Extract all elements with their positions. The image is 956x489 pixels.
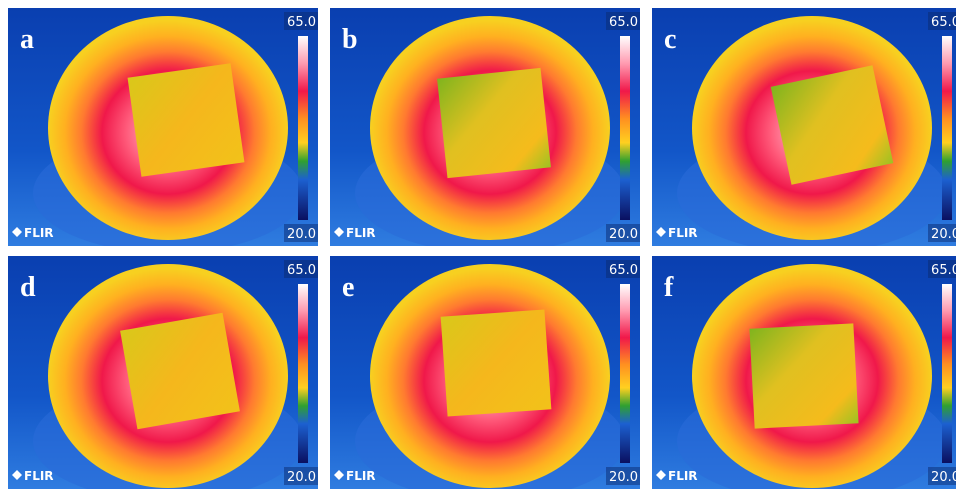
logo: FLIR: [346, 469, 376, 483]
scale-max: 65.0: [287, 15, 316, 30]
color-scale: [620, 36, 630, 220]
sample: [128, 63, 245, 177]
scale-min: 20.0: [931, 227, 956, 242]
scale-max: 65.0: [609, 263, 638, 278]
sample: [749, 323, 858, 428]
thermal-image: e 65.0 20.0 FLIR: [330, 256, 640, 489]
logo: FLIR: [668, 226, 698, 240]
color-scale: [942, 284, 952, 463]
scale-min: 20.0: [931, 470, 956, 485]
sample: [441, 309, 552, 416]
scale-min: 20.0: [609, 470, 638, 485]
scale-max: 65.0: [931, 263, 956, 278]
sample: [437, 68, 551, 178]
panel-label: d: [20, 272, 36, 303]
panel-label: e: [342, 272, 354, 303]
logo: FLIR: [668, 469, 698, 483]
thermal-image: b 65.0 20.0 FLIR: [330, 8, 640, 253]
thermal-image: d 65.0 20.0 FLIR: [8, 256, 318, 489]
figure: a65.020.0FLIRb65.020.0FLIRc65.020.0FLIRd…: [0, 0, 956, 489]
logo: FLIR: [24, 226, 54, 240]
scale-max: 65.0: [609, 15, 638, 30]
scale-max: 65.0: [287, 263, 316, 278]
color-scale: [942, 36, 952, 220]
logo: FLIR: [24, 469, 54, 483]
color-scale: [298, 36, 308, 220]
color-scale: [298, 284, 308, 463]
sample: [120, 313, 240, 430]
panel-label: a: [20, 24, 34, 55]
panel-label: c: [664, 24, 676, 55]
logo: FLIR: [346, 226, 376, 240]
thermal-image: f 65.0 20.0 FLIR: [652, 256, 956, 489]
scale-min: 20.0: [287, 227, 316, 242]
thermal-image: a 65.0 20.0 FLIR: [8, 8, 318, 253]
panel-label: f: [664, 272, 674, 303]
scale-min: 20.0: [609, 227, 638, 242]
color-scale: [620, 284, 630, 463]
panel-label: b: [342, 24, 358, 55]
scale-max: 65.0: [931, 15, 956, 30]
scale-min: 20.0: [287, 470, 316, 485]
thermal-image: c 65.0 20.0 FLIR: [652, 8, 956, 253]
sample: [771, 65, 894, 184]
